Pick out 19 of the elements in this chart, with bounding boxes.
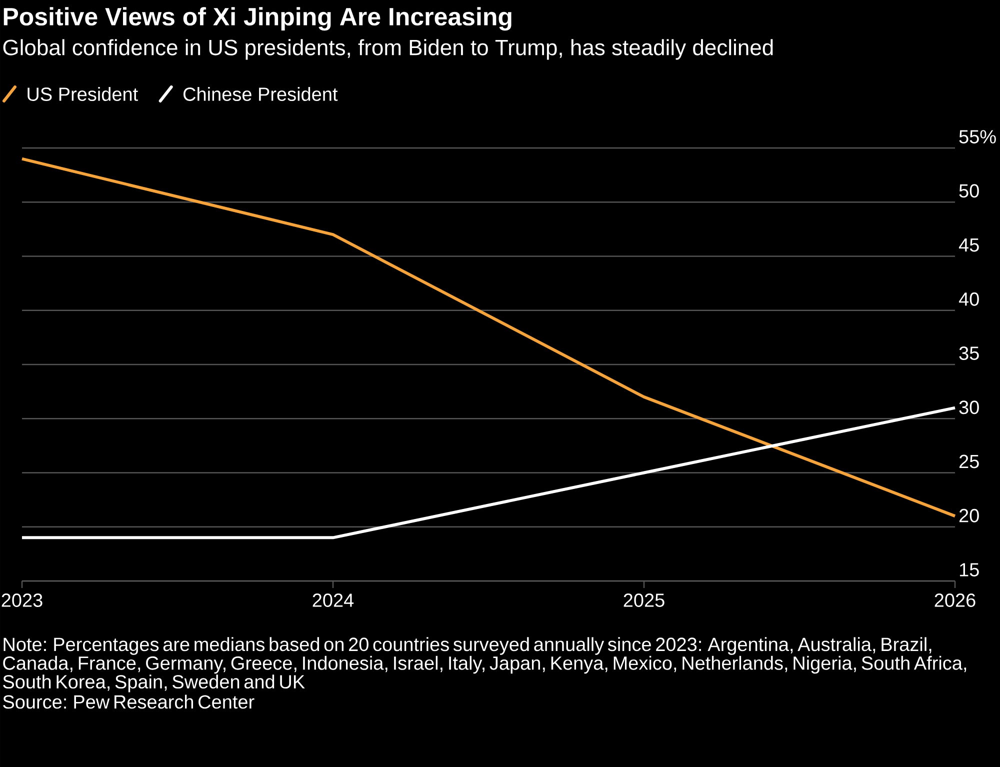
chart-subtitle: Global confidence in US presidents, from Biden to Trump, has steadily declined xyxy=(3,39,773,60)
y-tick-label: 30 xyxy=(959,400,979,414)
legend-label: Chinese President xyxy=(184,87,338,101)
chart-title: Positive Views of Xi Jinping Are Increasing xyxy=(4,7,512,31)
x-tick-label: 2024 xyxy=(312,594,354,607)
y-tick-label: 15 xyxy=(960,563,979,576)
y-tick-label: 40 xyxy=(958,292,979,306)
y-tick-label: 20 xyxy=(959,508,979,522)
y-tick-label: 55% xyxy=(959,130,996,144)
text: Note: Percentages are medians based on 20 countries surveyed annually since 2023: Argentina, Australia, Brazil, Canada, France, Germany, Greece, Indonesia, Israel, Italy, Japan, Kenya, Mexico, Netherlands, Nigeria, South Africa, South Korea, Spain, Sweden and UK xyxy=(3,637,966,692)
legend-label: US President xyxy=(28,87,138,101)
x-tick-label: 2023 xyxy=(2,594,42,607)
y-tick-label: 45 xyxy=(958,238,979,252)
y-tick-label: 50 xyxy=(959,184,979,198)
x-tick-label: 2025 xyxy=(624,594,664,607)
y-tick-label: 35 xyxy=(959,346,979,360)
y-tick-label: 25 xyxy=(959,454,979,468)
source-note: Source: Pew Research Center xyxy=(3,694,254,709)
x-tick-label: 2026 xyxy=(934,594,976,607)
